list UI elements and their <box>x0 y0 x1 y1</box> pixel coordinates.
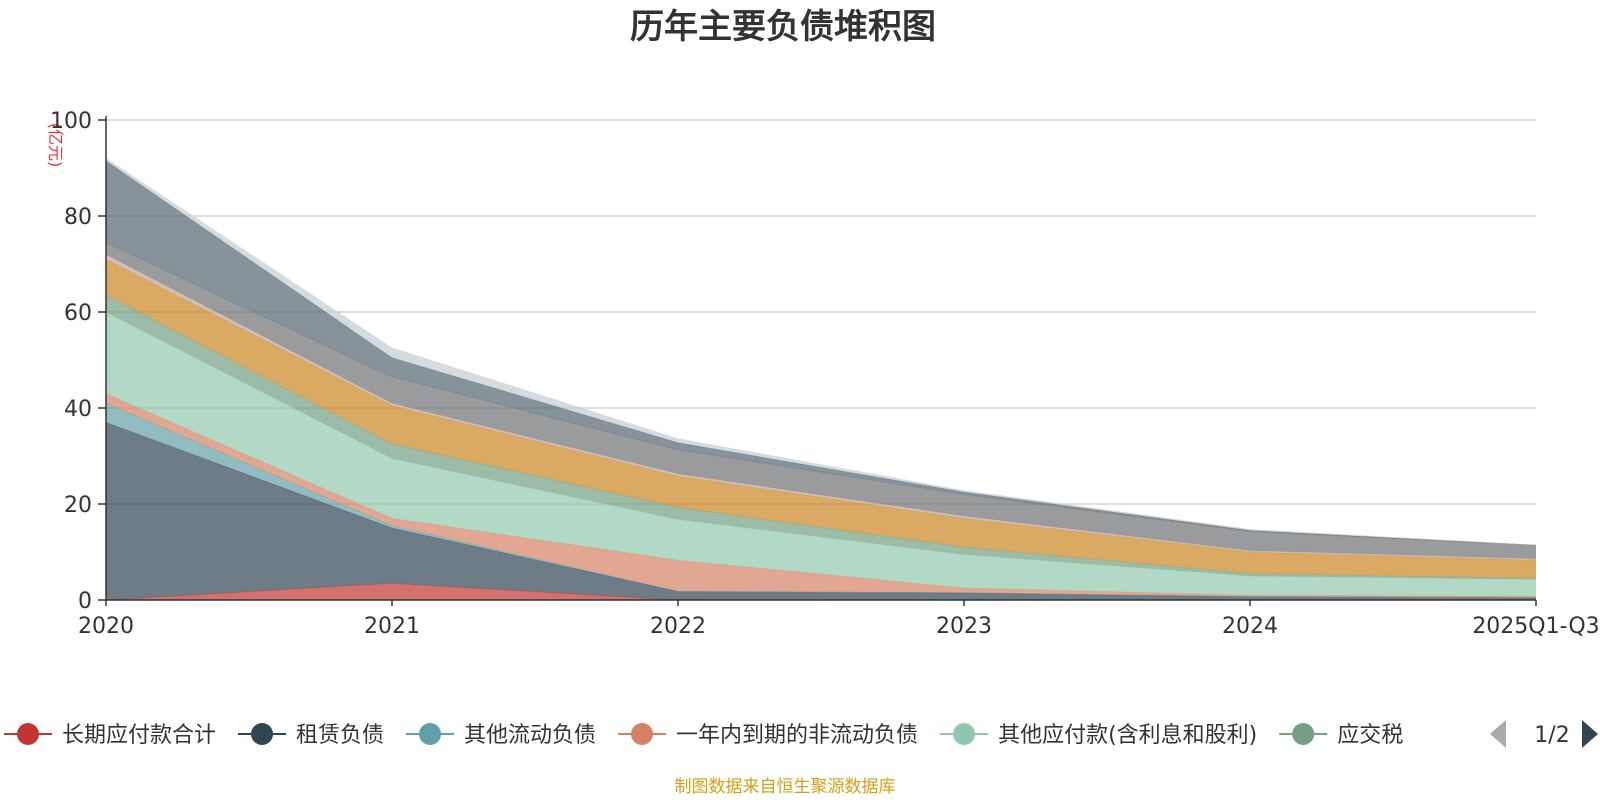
y-tick-label: 20 <box>64 493 92 518</box>
y-tick-label: 0 <box>78 589 92 614</box>
area-series-6 <box>106 259 1536 579</box>
legend-item[interactable]: 应交税 <box>1279 723 1403 748</box>
legend-item[interactable]: 其他应付款(含利息和股利) <box>940 723 1257 748</box>
area-series-4 <box>106 312 1536 597</box>
legend-marker <box>251 723 274 745</box>
legend-page-indicator: 1/2 <box>1534 723 1569 748</box>
legend-label: 其他流动负债 <box>464 723 596 748</box>
legend-item[interactable]: 其他流动负债 <box>406 723 596 748</box>
x-tick-label: 2023 <box>936 614 992 639</box>
legend-label: 应交税 <box>1337 723 1403 748</box>
legend-label: 其他应付款(含利息和股利) <box>998 723 1257 748</box>
y-axis-unit: (亿元) <box>46 123 65 168</box>
y-tick-label: 40 <box>64 397 92 422</box>
y-tick-label: 100 <box>50 109 92 134</box>
legend-item[interactable]: 租赁负债 <box>238 723 384 748</box>
y-tick-label: 60 <box>64 301 92 326</box>
legend-label: 长期应付款合计 <box>62 723 216 748</box>
chart-title: 历年主要负债堆积图 <box>630 7 936 47</box>
legend-marker <box>419 723 442 745</box>
x-tick-label: 2021 <box>364 614 420 639</box>
legend-item[interactable]: 长期应付款合计 <box>4 723 216 748</box>
x-tick-label: 2020 <box>78 614 134 639</box>
legend: 长期应付款合计 租赁负债 其他流动负债 一年内到期的非流动负债 其他应付款(含利息和股利… <box>4 720 1598 748</box>
legend-marker <box>1292 723 1315 745</box>
source-note: 制图数据来自恒生聚源数据库 <box>675 777 896 797</box>
legend-next-icon[interactable] <box>1582 720 1598 748</box>
area-series-10 <box>106 158 1536 546</box>
legend-marker <box>953 723 976 745</box>
legend-label: 租赁负债 <box>296 723 384 748</box>
y-tick-label: 80 <box>64 205 92 230</box>
legend-marker <box>631 723 654 745</box>
stacked-areas <box>105 157 1537 601</box>
legend-label: 一年内到期的非流动负债 <box>676 723 918 748</box>
legend-marker <box>17 723 39 745</box>
x-tick-label: 2024 <box>1222 614 1278 639</box>
legend-item[interactable]: 一年内到期的非流动负债 <box>618 723 918 748</box>
axes: 0 20 40 60 80 100 2020 2021 2022 2023 2024 2025Q1-Q… <box>50 109 1600 639</box>
legend-prev-icon[interactable] <box>1490 720 1506 748</box>
area-series-9 <box>106 160 1536 546</box>
area-series-line-10 <box>105 157 1537 546</box>
x-tick-label: 2025Q1-Q3 <box>1472 614 1599 639</box>
area-series-1 <box>106 422 1536 600</box>
area-series-8 <box>106 242 1536 559</box>
area-series-0 <box>106 583 1536 600</box>
x-tick-label: 2022 <box>650 614 706 639</box>
